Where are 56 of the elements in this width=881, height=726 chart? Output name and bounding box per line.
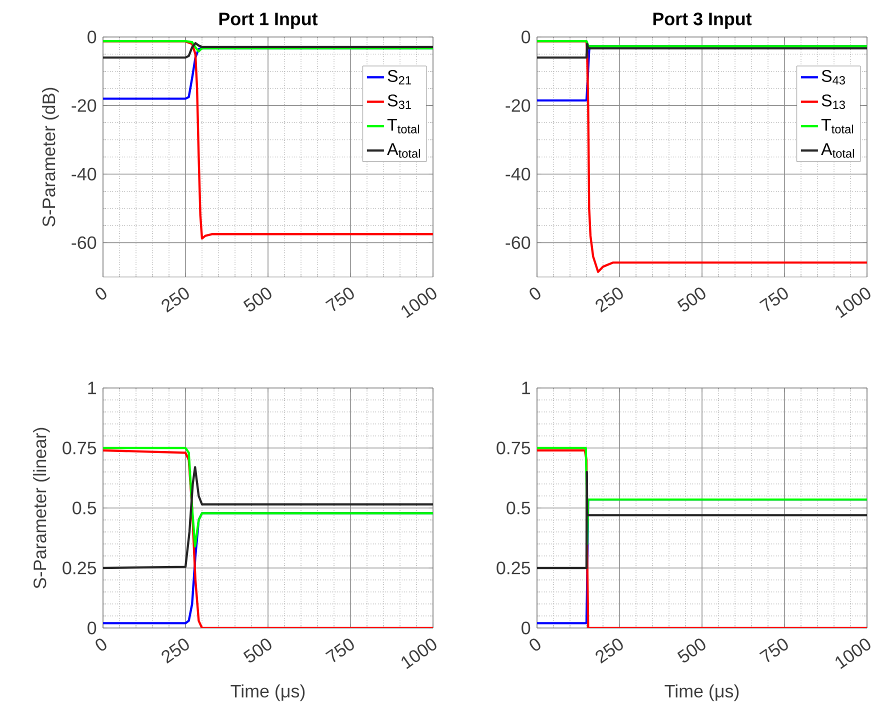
y-tick-label: -20 [506, 99, 530, 112]
y-tick-label: -60 [506, 236, 530, 250]
x-tick-label: 250 [162, 638, 189, 664]
y-tick-label: 0 [88, 622, 96, 634]
legend-label: S$_{13}$ [822, 94, 845, 109]
line-series [103, 446, 434, 548]
x-tick-label: 250 [596, 638, 623, 664]
y-tick-label: 0 [88, 30, 96, 44]
x-tick-label: 250 [162, 288, 189, 312]
y-tick-label: -40 [506, 168, 530, 180]
legend-label: A$_{total}$ [387, 143, 420, 158]
x-tick-label: 250 [596, 288, 623, 312]
line-series [103, 40, 434, 240]
y-tick-label: 1 [522, 382, 530, 394]
x-tick-label: 0 [530, 638, 540, 651]
legend-label: S$_{31}$ [388, 94, 411, 109]
x-tick-label: 750 [325, 638, 354, 662]
y-tick-label: 0 [522, 30, 530, 44]
y-tick-label: 0.25 [496, 562, 530, 574]
y-tick-label: -60 [72, 236, 96, 250]
line-series [103, 40, 434, 52]
x-tick-label: 750 [759, 288, 788, 312]
x-tick-label: 500 [677, 638, 706, 662]
legend-label: T$_{total}$ [821, 118, 853, 134]
legend-label: S$_{21}$ [388, 70, 411, 84]
line-series [537, 40, 868, 273]
y-axis-title: S-Parameter (linear) [33, 428, 50, 588]
y-tick-label: -40 [72, 168, 96, 180]
legend-label: A$_{total}$ [821, 143, 854, 158]
line-series [103, 42, 434, 59]
x-tick-label: 0 [530, 288, 540, 300]
y-tick-label: 0.5 [506, 502, 530, 514]
line-series [103, 466, 434, 570]
y-tick-label: 0.5 [72, 502, 96, 514]
line-series [103, 449, 434, 628]
legend-label: S$_{43}$ [822, 70, 845, 84]
y-tick-label: 0 [522, 622, 530, 634]
chart-title: Port 1 Input [219, 12, 318, 29]
x-tick-label: 750 [325, 288, 354, 312]
x-tick-label: 500 [243, 288, 272, 312]
y-tick-label: 0.75 [62, 442, 96, 454]
y-tick-label: 0.75 [496, 442, 530, 454]
chart-title: Port 3 Input [653, 12, 752, 29]
line-series [537, 446, 868, 546]
x-tick-label: 0 [96, 638, 106, 651]
legend-label: T$_{total}$ [387, 118, 419, 134]
x-axis-title: Time (μs) [664, 684, 739, 702]
x-tick-label: 750 [759, 638, 788, 662]
y-axis-title: S-Parameter (dB) [42, 88, 59, 226]
x-tick-label: 0 [96, 288, 106, 300]
y-tick-label: 0.25 [62, 562, 96, 574]
y-tick-label: 1 [88, 382, 96, 394]
x-axis-title: Time (μs) [230, 684, 305, 702]
x-tick-label: 500 [677, 288, 706, 312]
y-tick-label: -20 [72, 99, 96, 112]
x-tick-label: 500 [243, 638, 272, 662]
